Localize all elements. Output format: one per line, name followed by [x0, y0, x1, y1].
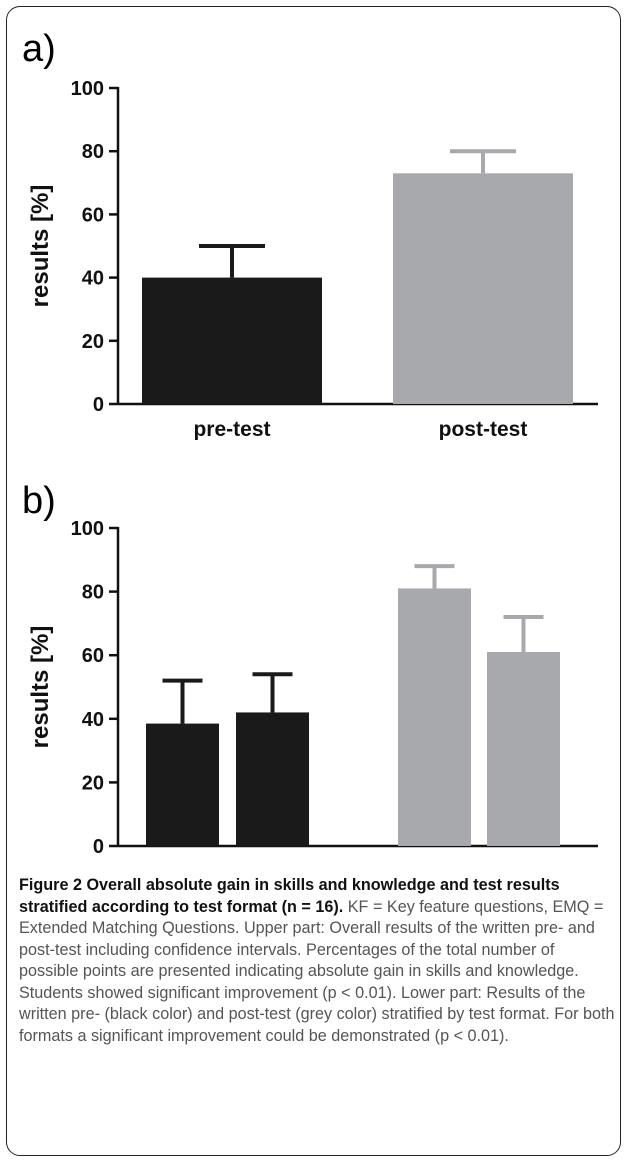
chart-b-bar [236, 712, 309, 846]
chart-b-y-tick-label: 0 [93, 836, 104, 858]
chart-a-category-label: post-test [439, 418, 528, 440]
panel-label-a: a) [22, 28, 56, 70]
chart-b-bar [487, 652, 560, 846]
caption-title: Figure 2 Overall absolute gain in skills… [19, 876, 560, 916]
chart-b-bar [398, 588, 471, 846]
chart-b-y-tick-label: 20 [82, 772, 104, 794]
chart-b-bar [146, 723, 219, 846]
chart-a-y-tick-label: 100 [71, 78, 104, 100]
chart-a-category-label: pre-test [193, 418, 270, 440]
chart-b-y-tick-label: 100 [71, 518, 104, 540]
chart-a-y-tick-label: 0 [93, 394, 104, 416]
chart-a-bar [142, 277, 322, 404]
chart-a-y-tick-label: 20 [82, 331, 104, 353]
figure-caption: Figure 2 Overall absolute gain in skills… [19, 875, 615, 1047]
chart-a-y-tick-label: 40 [82, 268, 104, 290]
chart-a-y-axis-label: results [%] [27, 185, 54, 308]
panel-label-b: b) [22, 480, 56, 522]
caption-body: KF = Key feature questions, EMQ = Extend… [19, 897, 615, 1045]
chart-a-y-tick-label: 60 [82, 204, 104, 226]
chart-a-y-tick-label: 80 [82, 141, 104, 163]
chart-b-y-tick-label: 60 [82, 645, 104, 667]
chart-b-y-tick-label: 80 [82, 582, 104, 604]
chart-b-y-tick-label: 40 [82, 709, 104, 731]
chart-a-bar [393, 173, 573, 404]
chart-panel-a: 0 20 40 60 80 100 results [%] pre-test post-test [27, 78, 598, 440]
chart-b-y-axis-label: results [%] [27, 626, 54, 749]
